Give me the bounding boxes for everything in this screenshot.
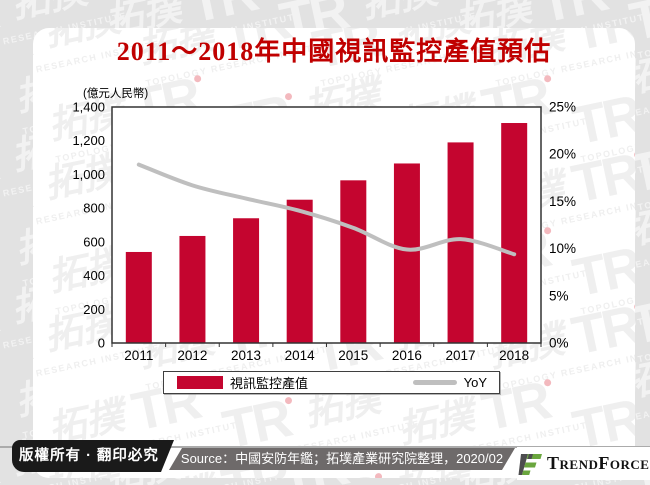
x-axis-label: 2011 xyxy=(124,348,153,363)
trendforce-logo-text: TrendForce xyxy=(547,453,650,473)
x-axis-label: 2012 xyxy=(177,348,207,363)
right-axis-tick: 0% xyxy=(549,336,569,351)
bar-2015 xyxy=(340,180,367,343)
chart-title: 2011～2018年中國視訊監控產值預估 xyxy=(116,37,552,66)
source-text: Source：中國安防年鑑；拓墣產業研究院整理，2020/02 xyxy=(169,448,515,470)
trendforce-logo-icon xyxy=(518,453,542,475)
x-axis-label: 2015 xyxy=(338,348,368,363)
bar-2014 xyxy=(286,199,313,343)
left-axis-tick: 1,400 xyxy=(72,100,105,115)
x-axis-label: 2014 xyxy=(285,348,316,363)
chart-legend: 視訊監控產值 YoY xyxy=(163,371,500,394)
bar-2018 xyxy=(501,123,528,343)
chart-canvas: 0 200 400 600 800 1,000 1,200 1,400 0% 5% 10% 15% 20… xyxy=(72,100,576,364)
bar-2017 xyxy=(447,142,474,343)
legend-yoy-label: YoY xyxy=(463,375,487,390)
left-axis-tick: 0 xyxy=(98,336,105,351)
left-axis-tick: 1,000 xyxy=(72,167,105,182)
bar-2013 xyxy=(233,218,260,343)
x-axis-label: 2017 xyxy=(446,348,476,363)
bar-2011 xyxy=(125,251,152,343)
legend-bar-swatch xyxy=(177,376,223,389)
left-axis-tick: 800 xyxy=(83,201,105,216)
right-axis-tick: 20% xyxy=(549,147,576,162)
footer-divider xyxy=(0,446,650,448)
x-axis-label: 2018 xyxy=(499,348,529,363)
copyright-badge: 版權所有 · 翻印必究 xyxy=(12,440,174,472)
left-axis-tick: 400 xyxy=(83,268,105,283)
legend-bar-label: 視訊監控產值 xyxy=(230,376,309,391)
left-axis-unit-label: (億元人民幣) xyxy=(83,88,149,100)
left-axis-tick: 600 xyxy=(83,234,105,249)
yoy-line xyxy=(136,162,517,257)
trendforce-logo: TrendForce xyxy=(517,447,650,480)
right-axis-tick: 10% xyxy=(549,241,576,256)
legend-line-swatch xyxy=(412,380,457,385)
right-axis-tick: 15% xyxy=(549,194,576,209)
left-axis-tick: 1,200 xyxy=(72,133,105,148)
left-axis-tick: 200 xyxy=(83,302,105,317)
right-axis-tick: 5% xyxy=(549,288,569,303)
x-axis-label: 2013 xyxy=(231,348,261,363)
bar-2012 xyxy=(179,235,206,343)
right-axis-tick: 25% xyxy=(549,100,576,115)
plot-frame xyxy=(111,106,542,344)
x-axis-label: 2016 xyxy=(392,348,422,363)
bar-2016 xyxy=(393,163,420,343)
